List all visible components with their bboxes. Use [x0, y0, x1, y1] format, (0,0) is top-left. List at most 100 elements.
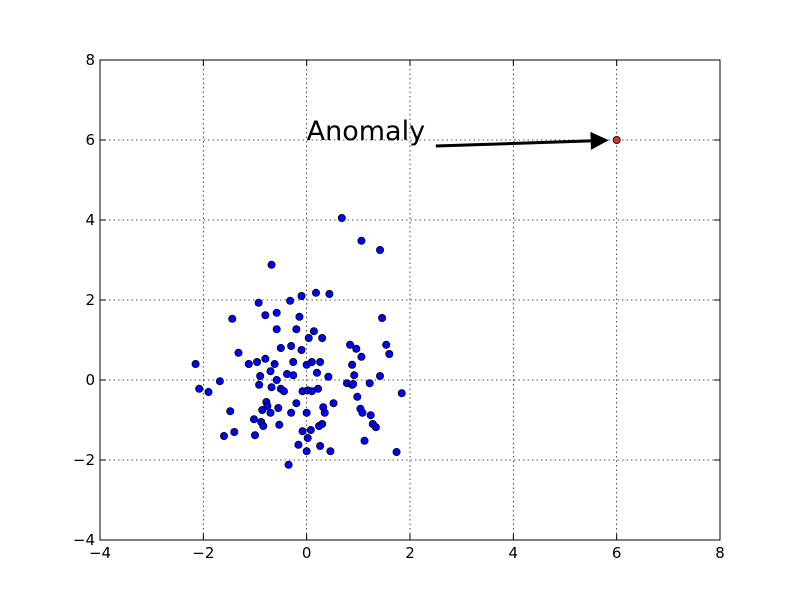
scatter-point — [219, 431, 228, 440]
scatter-point — [244, 359, 253, 368]
scatter-point — [325, 289, 334, 298]
scatter-point — [284, 460, 293, 469]
scatter-point — [226, 407, 235, 416]
scatter-point — [255, 380, 264, 389]
annotation-arrow-shaft — [435, 139, 591, 148]
scatter-point — [267, 260, 276, 269]
scatter-point — [279, 387, 288, 396]
scatter-point — [306, 425, 315, 434]
scatter-point — [365, 379, 374, 388]
scatter-point — [352, 344, 361, 353]
scatter-point — [376, 371, 385, 380]
scatter-point — [318, 419, 327, 428]
anomaly-annotation: Anomaly — [307, 116, 609, 150]
scatter-point — [191, 359, 200, 368]
scatter-point — [254, 298, 263, 307]
scatter-point — [326, 447, 335, 456]
y-tick-label: 6 — [85, 131, 95, 149]
scatter-point — [287, 408, 296, 417]
scatter-point — [215, 377, 224, 386]
scatter-point — [302, 408, 311, 417]
y-tick-label: 8 — [85, 51, 95, 69]
x-tick-label: −2 — [192, 544, 214, 562]
scatter-point — [397, 389, 406, 398]
scatter-point — [316, 357, 325, 366]
scatter-point — [353, 392, 362, 401]
scatter-point — [357, 236, 366, 245]
data-points — [191, 135, 621, 469]
y-tick-label: 4 — [85, 211, 95, 229]
grid-lines — [100, 60, 720, 540]
scatter-point — [292, 399, 301, 408]
scatter-point — [272, 325, 281, 334]
scatter-point — [307, 357, 316, 366]
scatter-point — [297, 291, 306, 300]
scatter-point — [289, 371, 298, 380]
scatter-point — [382, 340, 391, 349]
scatter-point — [392, 447, 401, 456]
scatter-point — [289, 357, 298, 366]
scatter-point — [302, 447, 311, 456]
x-tick-label: 6 — [612, 544, 622, 562]
scatter-point — [295, 312, 304, 321]
scatter-point — [287, 341, 296, 350]
scatter-point — [294, 440, 303, 449]
scatter-point — [195, 384, 204, 393]
scatter-point — [272, 375, 281, 384]
scatter-point — [312, 368, 321, 377]
scatter-point — [272, 308, 281, 317]
scatter-point — [250, 431, 259, 440]
scatter-point — [286, 296, 295, 305]
scatter-point — [311, 288, 320, 297]
scatter-point — [261, 354, 270, 363]
scatter-point — [304, 333, 313, 342]
scatter-point — [270, 359, 279, 368]
scatter-point — [309, 327, 318, 336]
y-tick-label: 2 — [85, 291, 95, 309]
scatter-point — [357, 352, 366, 361]
scatter-point — [228, 314, 237, 323]
annotation-arrow-head — [590, 131, 609, 150]
y-tick-label: 0 — [85, 371, 95, 389]
scatter-point — [292, 325, 301, 334]
scatter-point — [266, 408, 275, 417]
scatter-point — [303, 433, 312, 442]
scatter-point — [274, 403, 283, 412]
scatter-point — [253, 357, 262, 366]
scatter-point — [204, 387, 213, 396]
scatter-point — [350, 371, 359, 380]
x-tick-label: 8 — [715, 544, 725, 562]
x-tick-label: 0 — [302, 544, 312, 562]
scatter-point — [259, 421, 268, 430]
scatter-point — [266, 367, 275, 376]
scatter-point — [329, 399, 338, 408]
y-tick-label: −2 — [73, 451, 95, 469]
x-tick-label: 2 — [405, 544, 415, 562]
scatter-point — [249, 415, 258, 424]
scatter-point — [256, 371, 265, 380]
x-tick-label: 4 — [509, 544, 519, 562]
scatter-point — [349, 379, 358, 388]
scatter-point — [318, 333, 327, 342]
scatter-point — [263, 401, 272, 410]
scatter-point — [298, 427, 307, 436]
scatter-point — [360, 436, 369, 445]
scatter-point — [358, 408, 367, 417]
scatter-point — [261, 311, 270, 320]
scatter-point — [324, 372, 333, 381]
scatter-point — [378, 313, 387, 322]
scatter-point — [275, 420, 284, 429]
scatter-point — [276, 343, 285, 352]
annotation-text: Anomaly — [307, 116, 425, 147]
scatter-point — [346, 340, 355, 349]
scatter-point — [230, 427, 239, 436]
scatter-point — [316, 441, 325, 450]
scatter-point — [320, 408, 329, 417]
scatter-point — [297, 345, 306, 354]
scatter-point — [348, 360, 357, 369]
scatter-point — [376, 245, 385, 254]
scatter-point — [366, 411, 375, 420]
anomaly-point — [612, 135, 621, 144]
scatter-point — [337, 213, 346, 222]
